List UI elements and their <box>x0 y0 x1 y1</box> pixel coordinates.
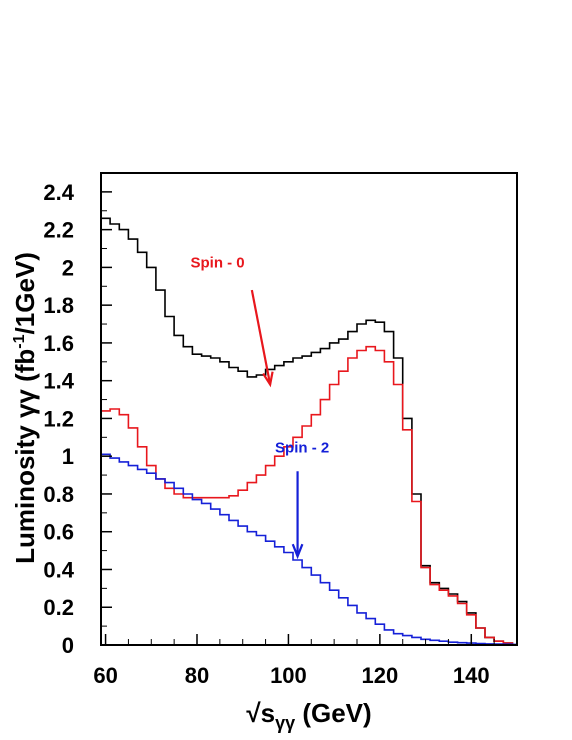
annotation-arrow-shaft <box>250 289 272 385</box>
y-tick-label: 0.2 <box>43 595 74 620</box>
y-axis-title-sup: -1 <box>11 334 28 348</box>
series-2-line <box>100 453 517 646</box>
y-axis-title: Luminosity γγ (fb-1/1GeV) <box>10 252 40 564</box>
series-0-line <box>100 217 517 646</box>
y-tick-label: 1.6 <box>43 331 74 356</box>
y-axis-title-suffix: /1GeV) <box>10 252 40 334</box>
x-axis-title-base: s <box>261 698 275 728</box>
y-tick-label: 2 <box>62 255 74 280</box>
annotation-label: Spin - 2 <box>275 439 329 456</box>
annotation-layer: Spin - 0 Spin - 2 <box>190 254 329 560</box>
y-tick-label: 2.4 <box>43 180 74 205</box>
y-tick-label: 1 <box>62 444 74 469</box>
x-axis: 60 80 100 120 140 <box>93 634 495 688</box>
y-tick-label: 0.4 <box>43 557 74 582</box>
x-axis-title-unit: (GeV) <box>295 698 372 728</box>
y-tick-label: 0 <box>62 633 74 658</box>
annotation-arrow-head <box>262 371 274 388</box>
y-tick-label: 1.4 <box>43 369 74 394</box>
x-axis-title-root: √ <box>246 698 261 728</box>
x-tick-label: 60 <box>93 663 117 688</box>
y-tick-label: 1.8 <box>43 293 74 318</box>
x-tick-label: 100 <box>270 663 307 688</box>
y-tick-label: 2.2 <box>43 218 74 243</box>
y-tick-label: 1.2 <box>43 406 74 431</box>
annotation-arrow-head <box>291 543 304 560</box>
y-tick-label: 0.8 <box>43 482 74 507</box>
y-axis: 0 0.2 0.4 0.6 0.8 1 1.2 1.4 1.6 1.8 2 2.2 2.4 <box>43 180 112 658</box>
x-tick-label: 120 <box>361 663 398 688</box>
y-axis-title-prefix: Luminosity γγ (fb <box>10 349 40 564</box>
x-tick-label: 80 <box>185 663 209 688</box>
x-tick-label: 140 <box>453 663 490 688</box>
x-axis-title: √sγγ (GeV) <box>246 698 371 733</box>
series-layer <box>100 217 517 646</box>
series-1-line <box>100 345 517 646</box>
annotation-label: Spin - 0 <box>190 254 244 271</box>
plot-frame <box>100 172 518 646</box>
y-tick-label: 0.6 <box>43 520 74 545</box>
x-axis-title-sub: γγ <box>275 713 295 733</box>
